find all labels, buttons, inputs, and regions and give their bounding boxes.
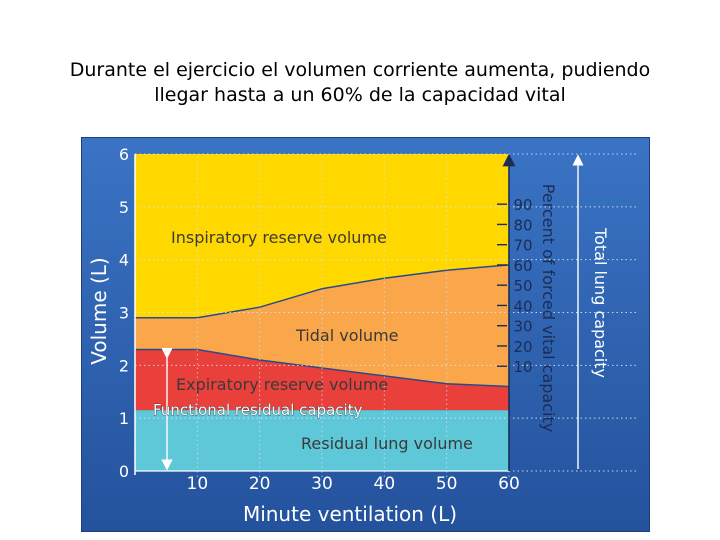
boundary-tidal-top xyxy=(135,264,510,319)
label-residual-lung-volume: Residual lung volume xyxy=(301,434,473,453)
right-axis-title: Percent of forced vital capacity xyxy=(539,184,558,432)
label-functional-residual-capacity: Functional residual capacity xyxy=(153,401,363,419)
percent-tick-label: 80 xyxy=(513,216,532,234)
y-tick-label: 1 xyxy=(119,409,129,428)
y-axis-title: Volume (L) xyxy=(87,257,111,365)
x-tick-label: 60 xyxy=(498,474,520,494)
slide-title-line-2: llegar hasta a un 60% de la capacidad vi… xyxy=(154,84,566,106)
region-tidal-volume xyxy=(135,264,509,387)
y-tick-label: 4 xyxy=(119,251,129,270)
percent-tick-label: 70 xyxy=(513,237,532,255)
x-tick-label: 30 xyxy=(311,474,333,494)
x-tick-label: 50 xyxy=(436,474,458,494)
region-expiratory-reserve-volume xyxy=(135,349,509,411)
x-axis-title: Minute ventilation (L) xyxy=(243,502,457,526)
label-expiratory-reserve-volume: Expiratory reserve volume xyxy=(176,375,388,394)
x-tick-label: 40 xyxy=(374,474,396,494)
chart-axes: 0 1 2 3 4 5 6 10 20 30 40 50 60 10 20 30 40 50 60 70 80 90 xyxy=(119,145,584,494)
slide-title-line-1: Durante el ejercicio el volumen corrient… xyxy=(69,59,651,81)
y-tick-label: 0 xyxy=(119,462,129,481)
y-tick-label: 3 xyxy=(119,304,129,323)
y-tick-label: 5 xyxy=(119,198,129,217)
percent-tick-label: 10 xyxy=(513,358,532,376)
slide-title: Durante el ejercicio el volumen corrient… xyxy=(20,58,700,108)
percent-tick-label: 20 xyxy=(513,338,532,356)
y-tick-label: 2 xyxy=(119,356,129,375)
y-tick-label: 6 xyxy=(119,145,129,164)
percent-tick-label: 30 xyxy=(513,318,532,336)
far-right-title: Total lung capacity xyxy=(591,227,610,378)
label-tidal-volume: Tidal volume xyxy=(295,326,399,345)
lung-volume-chart: 0 1 2 3 4 5 6 10 20 30 40 50 60 10 20 30 40 50 60 70 80 90 In… xyxy=(80,136,651,533)
percent-tick-label: 50 xyxy=(513,277,532,295)
lung-volume-figure: 0 1 2 3 4 5 6 10 20 30 40 50 60 10 20 30 40 50 60 70 80 90 In… xyxy=(80,136,651,533)
percent-tick-label: 60 xyxy=(513,257,532,275)
label-inspiratory-reserve-volume: Inspiratory reserve volume xyxy=(171,228,387,247)
x-tick-label: 20 xyxy=(249,474,271,494)
percent-tick-label: 40 xyxy=(513,297,532,315)
percent-tick-label: 90 xyxy=(513,196,532,214)
x-tick-label: 10 xyxy=(187,474,209,494)
region-inspiratory-reserve-volume xyxy=(135,154,509,318)
